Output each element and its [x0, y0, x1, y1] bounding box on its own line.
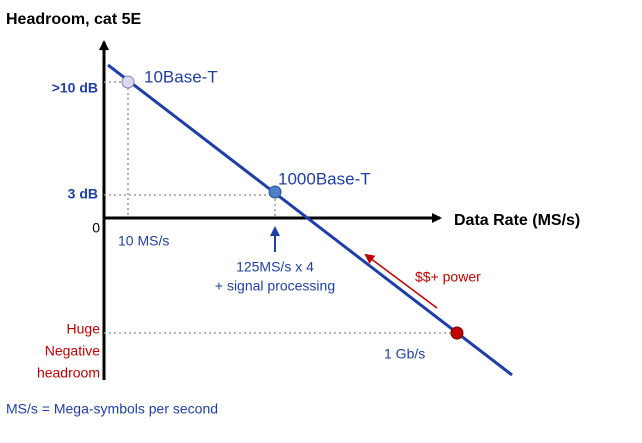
point [121, 75, 135, 89]
rate-label: 10 MS/s [118, 233, 169, 249]
origin-label: 0 [92, 220, 100, 236]
point [268, 185, 282, 199]
guide [104, 81, 129, 218]
footnote: MS/s = Mega-symbols per second [6, 401, 218, 417]
y-label: >10 dB [52, 80, 98, 96]
point-label: 10Base-T [144, 67, 218, 86]
negative-label: headroom [37, 365, 100, 381]
trend-line [107, 63, 513, 377]
y-label: 3 dB [68, 186, 98, 202]
negative-label: Negative [45, 343, 100, 359]
rate-label: 125MS/s x 4 [236, 259, 314, 275]
rate-label: 1 Gb/s [384, 346, 425, 362]
title: Headroom, cat 5E [6, 11, 141, 28]
cost-note: $$+ power [415, 269, 481, 285]
point [450, 326, 464, 340]
rate-label: + signal processing [215, 278, 335, 294]
negative-label: Huge [67, 321, 101, 337]
point-label: 1000Base-T [278, 169, 371, 188]
guide [104, 194, 276, 218]
arrow [364, 253, 438, 309]
x-axis-label: Data Rate (MS/s) [454, 212, 580, 229]
